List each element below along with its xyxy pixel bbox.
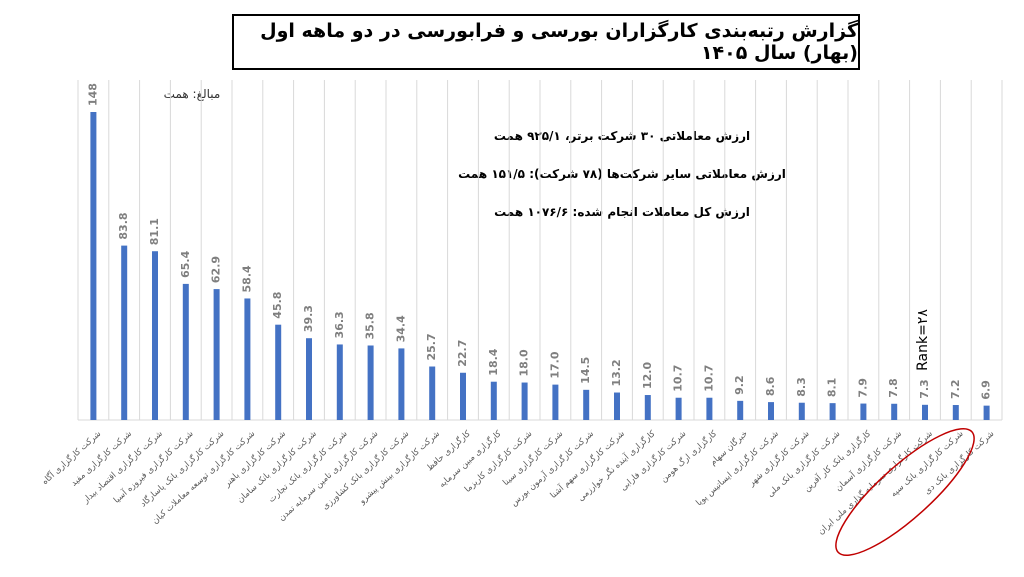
- bar: [521, 382, 528, 420]
- value-label: 13.2: [610, 359, 623, 386]
- value-label: 7.2: [949, 380, 962, 400]
- bar: [952, 405, 959, 420]
- value-label: 83.8: [117, 212, 130, 239]
- bar: [583, 389, 590, 420]
- bar: [768, 402, 774, 420]
- bar: [429, 366, 436, 420]
- bar: [644, 395, 651, 420]
- bar: [737, 400, 744, 420]
- unit-label: مبالغ: همت: [164, 87, 221, 101]
- bar: [336, 344, 343, 420]
- value-label: 22.7: [456, 340, 469, 367]
- bar: [675, 397, 682, 420]
- bar: [121, 245, 128, 420]
- x-tick-label: شرکت کارگزاری آگاه: [39, 427, 103, 487]
- annotation: ارزش معاملاتی ۳۰ شرکت برتر، ۹۲۵/۱ همت: [494, 129, 750, 143]
- value-label: 8.6: [764, 376, 777, 396]
- bar: [460, 372, 466, 420]
- value-label: 65.4: [179, 250, 192, 277]
- bar: [798, 402, 805, 420]
- annotation: ارزش کل معاملات انجام شده: ۱۰۷۶/۶ همت: [494, 205, 750, 220]
- value-label: 9.2: [733, 375, 746, 395]
- bar: [891, 403, 898, 420]
- bar: [706, 397, 713, 420]
- bar: [983, 405, 990, 420]
- value-label: 25.7: [425, 333, 438, 360]
- value-label: 58.4: [240, 265, 253, 292]
- value-label: 7.3: [918, 379, 931, 399]
- annotation: ارزش معاملاتی سایر شرکت‌ها (۷۸ شرکت): ۱۵…: [458, 167, 786, 181]
- value-label: 81.1: [148, 218, 161, 245]
- value-label: 8.1: [826, 378, 839, 398]
- bar: [306, 338, 312, 420]
- value-label: 62.9: [210, 256, 223, 283]
- value-label: 7.8: [887, 378, 900, 398]
- chart-title: گزارش رتبه‌بندی کارگزاران بورسی و فرابور…: [232, 14, 860, 70]
- bar: [90, 112, 97, 420]
- x-tick-label: کارگزاری ارگ هومن: [658, 428, 720, 485]
- bar: [213, 289, 220, 420]
- value-label: 45.8: [271, 292, 284, 319]
- value-label: 10.7: [702, 365, 715, 392]
- value-label: 7.9: [856, 378, 869, 398]
- x-tick-label: شرکت کارگزاری سرمایه گذاری ملی ایران: [816, 428, 935, 537]
- value-label: 35.8: [364, 312, 377, 339]
- value-label: 10.7: [672, 365, 685, 392]
- value-label: 17.0: [548, 351, 561, 378]
- bar: [552, 384, 559, 420]
- bar: [152, 251, 158, 420]
- value-label: 148: [86, 83, 99, 106]
- bar: [829, 403, 836, 420]
- value-label: 36.3: [333, 311, 346, 338]
- bar: [860, 403, 867, 420]
- bar: [614, 392, 620, 420]
- bar: [367, 345, 374, 420]
- value-label: 34.4: [394, 315, 407, 342]
- value-label: 12.0: [641, 362, 654, 389]
- bar: [922, 404, 928, 420]
- value-label: 18.4: [487, 348, 500, 375]
- bar: [398, 348, 405, 420]
- value-label: 39.3: [302, 305, 315, 332]
- bar: [244, 298, 251, 420]
- highlight-ellipse: [835, 428, 975, 556]
- value-label: 8.3: [795, 377, 808, 397]
- highlight-label: Rank=۲۸: [915, 309, 931, 371]
- value-label: 14.5: [579, 357, 592, 384]
- value-label: 6.9: [980, 380, 993, 400]
- bar: [275, 324, 282, 420]
- value-label: 18.0: [518, 349, 531, 376]
- bar: [182, 283, 189, 420]
- bar: [490, 381, 497, 420]
